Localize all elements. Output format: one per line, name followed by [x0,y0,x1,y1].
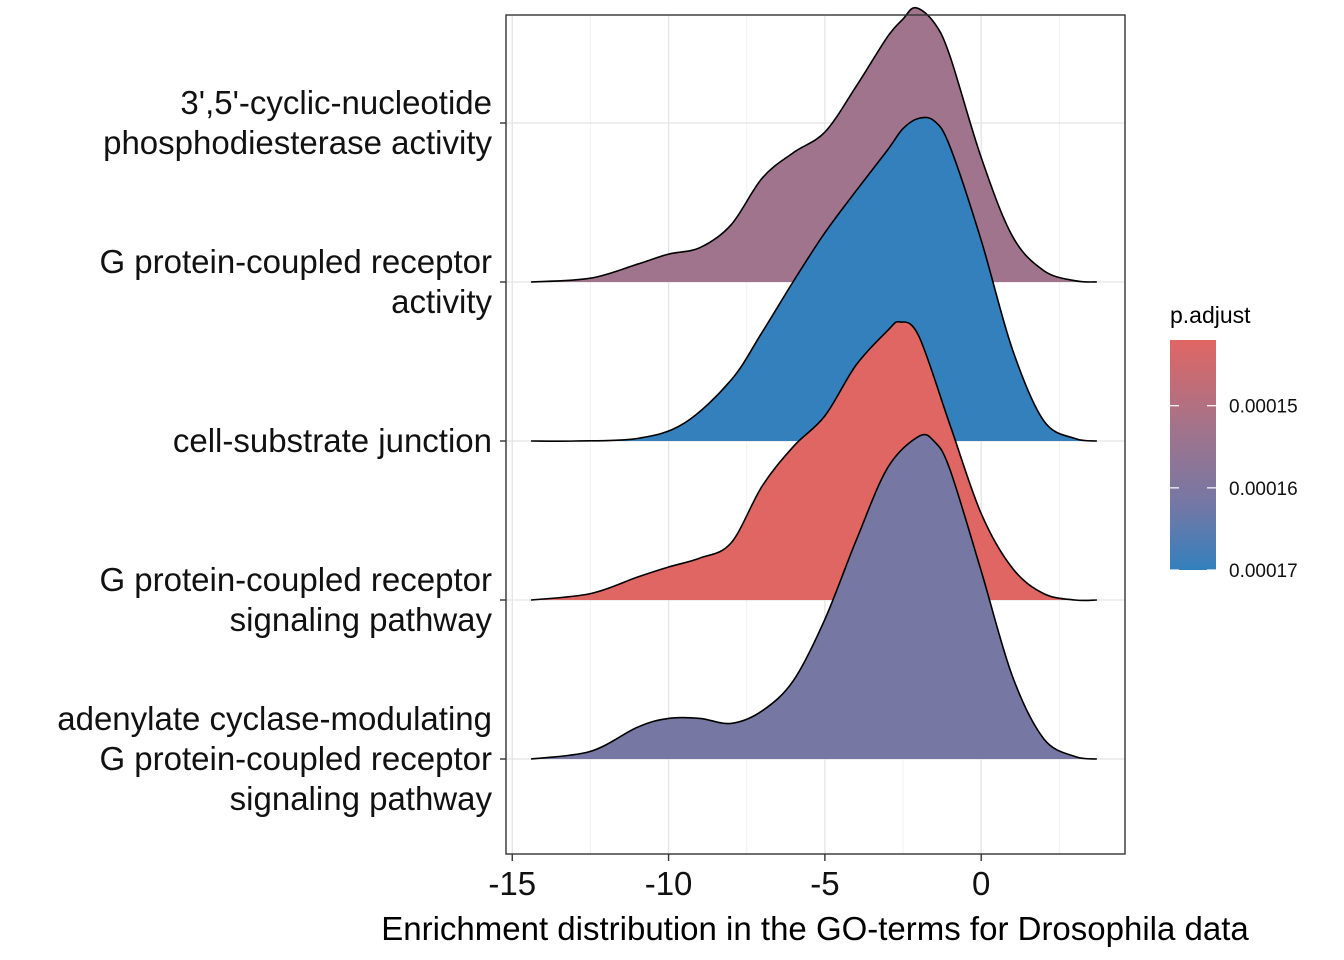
y-tick-label: G protein-coupled receptor [99,561,492,598]
y-tick-label: activity [391,283,492,320]
ridge-4 [530,433,1097,760]
y-tick-label: phosphodiesterase activity [103,124,492,161]
x-axis-title: Enrichment distribution in the GO-terms … [381,910,1249,947]
ridges [530,6,1097,760]
ridge-outline [530,433,1097,760]
x-axis: -15 -10 -5 0 [488,854,990,902]
legend-tick-label: 0.00016 [1229,479,1298,500]
y-tick-label: signaling pathway [230,601,493,638]
x-tick-label: 0 [972,865,990,902]
y-tick-label: signaling pathway [230,780,493,817]
y-tick-label: G protein-coupled receptor [99,243,492,280]
legend-tick-label: 0.00017 [1229,561,1298,582]
ridge-outline [530,320,1097,602]
x-tick-label: -5 [810,865,839,902]
ridge-area [531,117,1097,442]
legend-colorbar [1170,340,1216,570]
y-tick-label: adenylate cyclase-modulating [57,700,492,737]
x-tick-label: -15 [488,865,536,902]
color-legend: p.adjust 0.00015 0.00016 0.00017 [1170,302,1298,582]
ridge-outline [530,6,1097,283]
y-tick-label: G protein-coupled receptor [99,740,492,777]
y-tick-label: cell-substrate junction [173,422,492,459]
ridge-area [531,434,1097,759]
y-tick-label: 3',5'-cyclic-nucleotide [180,84,492,121]
x-tick-label: -10 [645,865,693,902]
ridge-2 [530,116,1097,442]
legend-title: p.adjust [1170,302,1251,328]
panel-border [505,14,1126,855]
ridge-outline [530,116,1097,442]
legend-tick-label: 0.00015 [1229,397,1298,418]
y-axis: 3',5'-cyclic-nucleotidephosphodiesterase… [57,84,506,817]
